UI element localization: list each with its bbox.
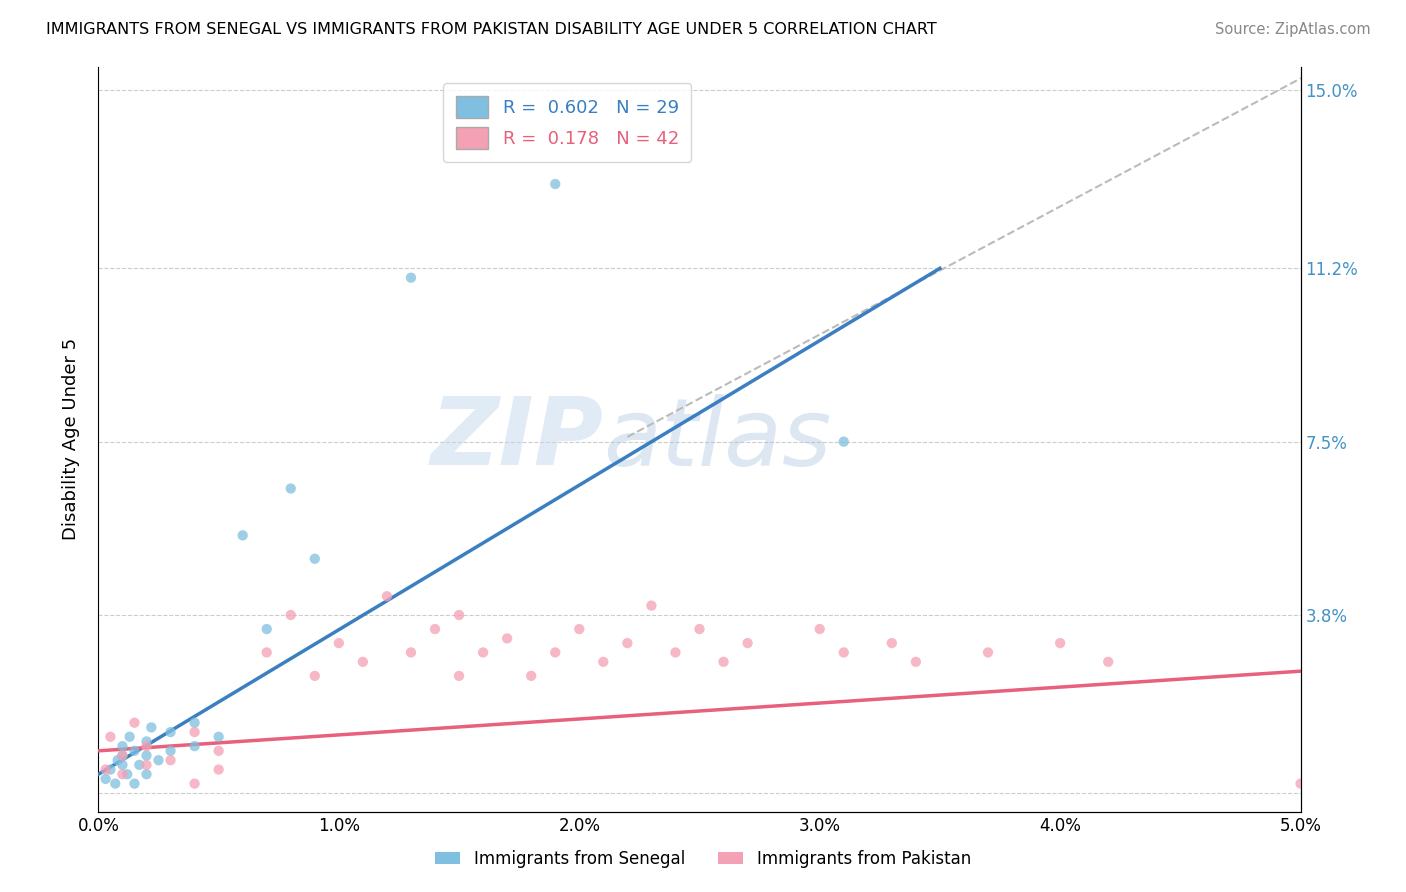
Point [640, 599, 662, 613]
Point [141, 720, 163, 734]
Point [124, 776, 146, 790]
Point [159, 725, 181, 739]
Point [135, 757, 157, 772]
Point [664, 645, 686, 659]
Point [544, 177, 567, 191]
Point [977, 645, 1000, 659]
Point [447, 669, 470, 683]
Point [135, 734, 157, 748]
Point [232, 528, 254, 542]
Point [256, 622, 278, 636]
Point [104, 776, 127, 790]
Point [399, 645, 422, 659]
Point [183, 776, 205, 790]
Point [111, 757, 134, 772]
Point [520, 669, 543, 683]
Point [183, 739, 205, 753]
Point [496, 632, 519, 646]
Point [111, 767, 134, 781]
Point [118, 730, 141, 744]
Point [713, 655, 735, 669]
Point [135, 748, 157, 763]
Point [689, 622, 711, 636]
Point [135, 767, 157, 781]
Point [280, 607, 302, 622]
Point [148, 753, 170, 767]
Text: IMMIGRANTS FROM SENEGAL VS IMMIGRANTS FROM PAKISTAN DISABILITY AGE UNDER 5 CORRE: IMMIGRANTS FROM SENEGAL VS IMMIGRANTS FR… [46, 22, 938, 37]
Point [1097, 655, 1119, 669]
Point [117, 767, 139, 781]
Point [399, 270, 422, 285]
Point [159, 744, 181, 758]
Point [832, 645, 855, 659]
Point [208, 730, 231, 744]
Point [423, 622, 446, 636]
Point [111, 748, 134, 763]
Point [111, 748, 134, 763]
Point [183, 715, 205, 730]
Text: ZIP: ZIP [430, 393, 603, 485]
Point [904, 655, 927, 669]
Point [159, 753, 181, 767]
Point [592, 655, 614, 669]
Point [100, 763, 122, 777]
Point [304, 669, 326, 683]
Point [328, 636, 350, 650]
Point [808, 622, 831, 636]
Y-axis label: Disability Age Under 5: Disability Age Under 5 [62, 338, 80, 541]
Point [352, 655, 374, 669]
Point [832, 434, 855, 449]
Point [737, 636, 759, 650]
Text: Source: ZipAtlas.com: Source: ZipAtlas.com [1215, 22, 1371, 37]
Point [128, 757, 150, 772]
Point [94, 772, 117, 786]
Point [1049, 636, 1071, 650]
Point [568, 622, 591, 636]
Point [124, 715, 146, 730]
Point [280, 482, 302, 496]
Legend: R =  0.602   N = 29, R =  0.178   N = 42: R = 0.602 N = 29, R = 0.178 N = 42 [443, 83, 692, 161]
Point [880, 636, 903, 650]
Point [183, 725, 205, 739]
Point [447, 607, 470, 622]
Point [544, 645, 567, 659]
Point [375, 589, 398, 603]
Point [256, 645, 278, 659]
Point [124, 744, 146, 758]
Point [1289, 776, 1312, 790]
Legend: Immigrants from Senegal, Immigrants from Pakistan: Immigrants from Senegal, Immigrants from… [429, 844, 977, 875]
Point [111, 739, 134, 753]
Point [107, 753, 129, 767]
Point [616, 636, 638, 650]
Point [135, 739, 157, 753]
Point [208, 744, 231, 758]
Point [472, 645, 495, 659]
Point [94, 763, 117, 777]
Point [100, 730, 122, 744]
Point [208, 763, 231, 777]
Point [304, 551, 326, 566]
Text: atlas: atlas [603, 393, 831, 485]
